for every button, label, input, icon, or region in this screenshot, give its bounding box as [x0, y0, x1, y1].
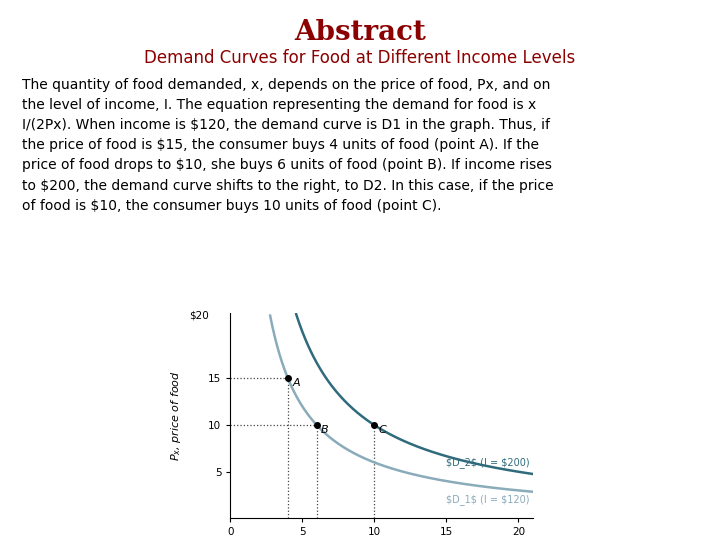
Text: The quantity of food demanded, x, depends on the price of food, Px, and on
the l: The quantity of food demanded, x, depend…	[22, 78, 553, 213]
Text: B: B	[321, 424, 329, 435]
Text: Demand Curves for Food at Different Income Levels: Demand Curves for Food at Different Inco…	[145, 49, 575, 66]
Text: $P_x$, price of food: $P_x$, price of food	[169, 370, 183, 461]
Text: Abstract: Abstract	[294, 19, 426, 46]
Text: $D_2$ (I = $200): $D_2$ (I = $200)	[446, 457, 530, 468]
Text: $D_1$ (I = $120): $D_1$ (I = $120)	[446, 495, 530, 505]
Text: C: C	[379, 424, 387, 435]
Text: $20: $20	[189, 310, 209, 321]
Text: A: A	[292, 378, 300, 388]
